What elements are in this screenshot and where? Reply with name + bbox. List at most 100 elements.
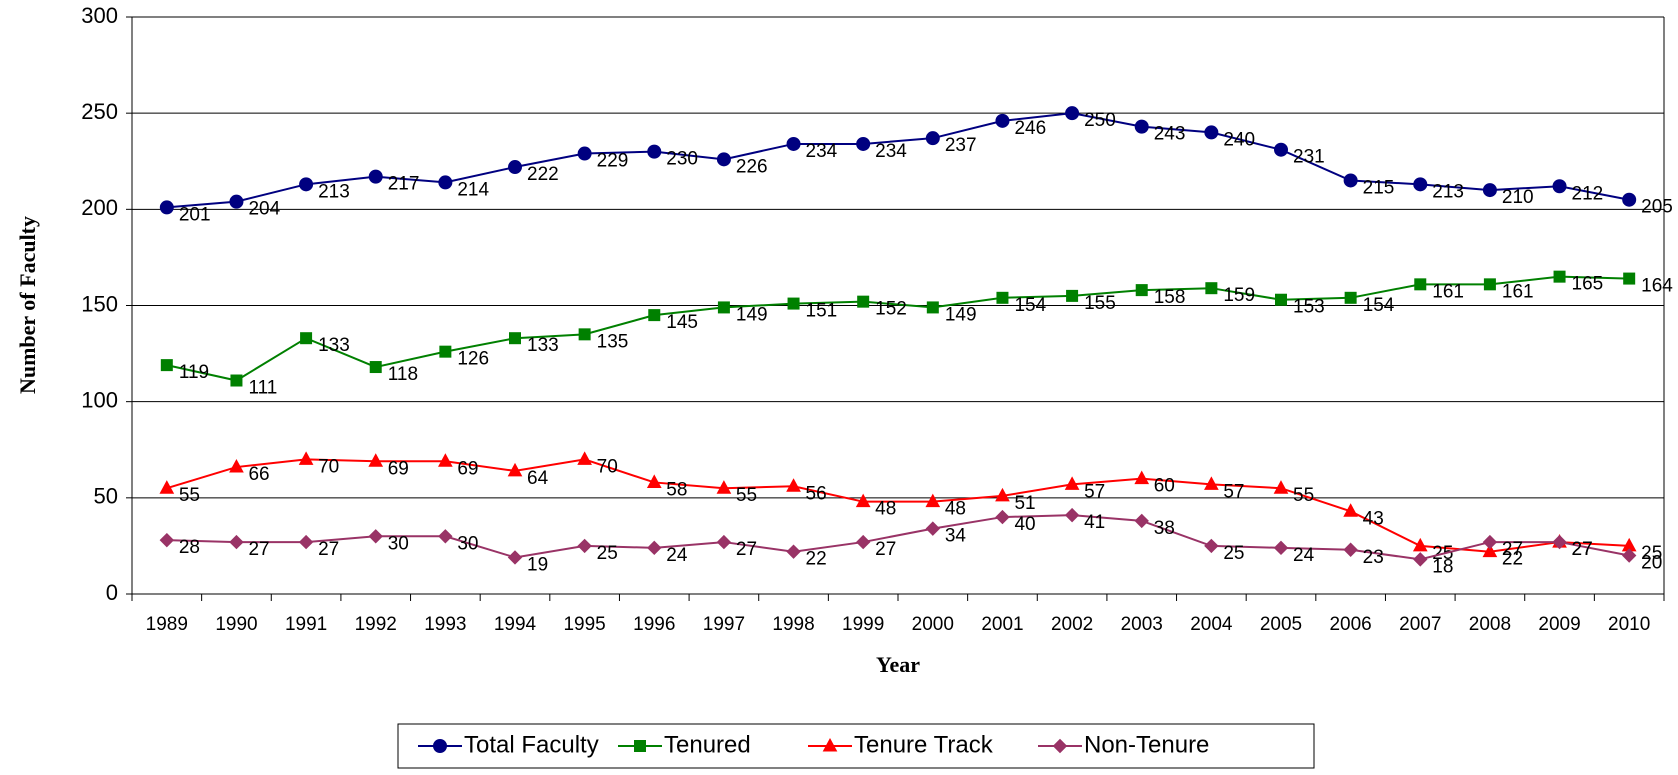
- marker: [717, 301, 730, 314]
- marker: [1134, 119, 1149, 134]
- marker: [438, 453, 453, 467]
- y-tick-label: 250: [81, 99, 118, 124]
- marker: [1413, 177, 1428, 192]
- marker: [577, 146, 592, 161]
- data-label: 57: [1084, 481, 1105, 502]
- data-label: 69: [388, 458, 409, 479]
- y-axis-label: Number of Faculty: [15, 216, 40, 394]
- data-label: 155: [1084, 293, 1116, 314]
- data-label: 118: [388, 364, 418, 385]
- marker: [996, 291, 1009, 304]
- marker: [1205, 282, 1218, 295]
- data-label: 55: [179, 485, 200, 506]
- marker: [995, 487, 1010, 502]
- data-label: 24: [666, 545, 688, 566]
- data-label: 159: [1223, 285, 1255, 306]
- data-label: 24: [1293, 545, 1315, 566]
- marker: [1483, 278, 1496, 291]
- marker: [1275, 293, 1287, 306]
- data-label: 23: [1363, 547, 1384, 568]
- data-label: 48: [945, 499, 966, 520]
- data-label: 234: [875, 141, 907, 162]
- data-label: 234: [806, 141, 838, 162]
- marker: [1064, 476, 1080, 490]
- data-label: 60: [1154, 476, 1175, 497]
- x-tick-label: 1989: [146, 614, 188, 635]
- data-label: 213: [1432, 181, 1464, 202]
- x-tick-label: 1998: [772, 614, 814, 635]
- x-tick-label: 2008: [1469, 614, 1511, 635]
- marker: [787, 297, 800, 310]
- data-label: 204: [248, 199, 280, 220]
- data-label: 243: [1154, 124, 1186, 145]
- data-label: 27: [318, 539, 339, 560]
- marker: [1134, 513, 1149, 529]
- data-label: 153: [1293, 297, 1325, 318]
- marker: [995, 509, 1010, 525]
- marker: [1482, 183, 1497, 198]
- marker: [925, 131, 940, 146]
- data-label: 55: [736, 485, 757, 506]
- marker: [856, 136, 871, 151]
- x-tick-label: 1991: [285, 614, 327, 635]
- marker: [646, 474, 662, 488]
- x-tick-label: 2000: [912, 614, 954, 635]
- marker: [1343, 173, 1358, 188]
- marker: [1552, 179, 1567, 194]
- data-label: 229: [597, 151, 629, 172]
- data-label: 30: [457, 533, 478, 554]
- data-label: 164: [1641, 276, 1673, 297]
- marker: [647, 540, 662, 556]
- marker: [1344, 291, 1357, 304]
- data-label: 64: [527, 468, 549, 489]
- data-label: 226: [736, 156, 768, 177]
- data-label: 51: [1014, 493, 1035, 514]
- data-label: 154: [1014, 295, 1046, 316]
- x-tick-label: 2003: [1121, 614, 1163, 635]
- marker: [229, 534, 244, 550]
- x-tick-label: 1996: [633, 614, 675, 635]
- marker: [1052, 738, 1068, 754]
- data-label: 135: [597, 331, 629, 352]
- marker: [1273, 480, 1289, 494]
- data-label: 212: [1572, 183, 1604, 204]
- marker: [1552, 534, 1567, 550]
- x-tick-label: 2009: [1538, 614, 1580, 635]
- x-tick-label: 2004: [1190, 614, 1233, 635]
- data-label: 201: [179, 204, 211, 225]
- data-label: 133: [318, 335, 350, 356]
- marker: [1622, 192, 1637, 207]
- data-label: 70: [318, 456, 339, 477]
- marker: [438, 175, 453, 190]
- x-tick-label: 1997: [703, 614, 745, 635]
- data-label: 240: [1223, 129, 1255, 150]
- data-label: 119: [179, 362, 209, 383]
- marker: [1343, 542, 1358, 557]
- marker: [716, 534, 732, 550]
- data-label: 231: [1293, 147, 1325, 168]
- y-tick-label: 150: [81, 291, 118, 316]
- data-label: 70: [597, 456, 618, 477]
- marker: [1553, 270, 1566, 283]
- data-label: 237: [945, 135, 977, 156]
- marker: [1273, 540, 1289, 556]
- data-label: 210: [1502, 187, 1534, 208]
- legend-label: Total Faculty: [464, 731, 599, 758]
- legend-label: Tenured: [664, 731, 751, 758]
- marker: [159, 480, 175, 494]
- data-label: 149: [945, 304, 977, 325]
- marker: [1064, 507, 1080, 523]
- data-label: 27: [1572, 539, 1593, 560]
- marker: [1482, 534, 1498, 550]
- data-label: 165: [1572, 274, 1604, 295]
- marker: [300, 332, 313, 345]
- marker: [507, 462, 523, 477]
- series-line: [166, 514, 1630, 561]
- data-label: 18: [1432, 556, 1453, 577]
- x-tick-label: 1993: [424, 614, 466, 635]
- data-label: 213: [318, 181, 350, 202]
- marker: [368, 169, 383, 184]
- data-label: 25: [1223, 543, 1244, 564]
- data-label: 161: [1502, 281, 1534, 302]
